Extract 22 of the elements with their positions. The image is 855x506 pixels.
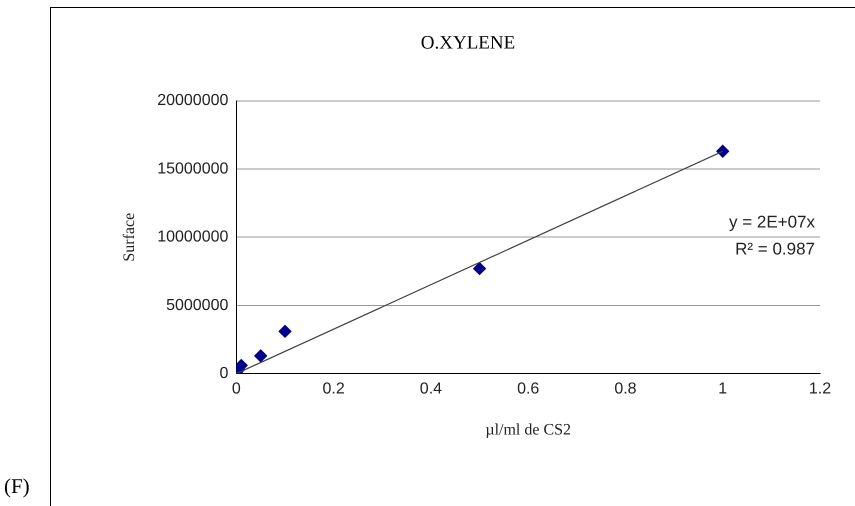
y-tick-label: 5000000 <box>166 296 228 314</box>
annotation: y = 2E+07x <box>728 212 816 232</box>
y-axis-title: Surface <box>120 212 138 262</box>
chart-title: O.XYLENE <box>420 32 516 54</box>
x-tick-label: 0.6 <box>517 380 540 398</box>
y-tick-label: 20000000 <box>157 92 228 110</box>
x-tick-label: 0.8 <box>614 380 637 398</box>
point <box>278 324 292 338</box>
point <box>254 349 268 362</box>
x-tick-label: 1 <box>718 380 728 398</box>
annotation: R² = 0.987 <box>735 239 815 258</box>
x-tick-label: 0.4 <box>420 380 442 398</box>
x-tick-label: 1.2 <box>808 380 832 398</box>
point <box>473 262 486 276</box>
y-tick-label: 10000000 <box>157 228 228 246</box>
y-tick-label: 0 <box>219 365 228 382</box>
y-tick-label: 15000000 <box>157 160 228 178</box>
x-tick-label: 0 <box>232 380 241 398</box>
point <box>716 144 730 158</box>
x-axis-title: µl/ml de CS2 <box>485 422 572 439</box>
text: (F) <box>4 474 30 499</box>
x-tick-label: 0.2 <box>322 380 345 398</box>
